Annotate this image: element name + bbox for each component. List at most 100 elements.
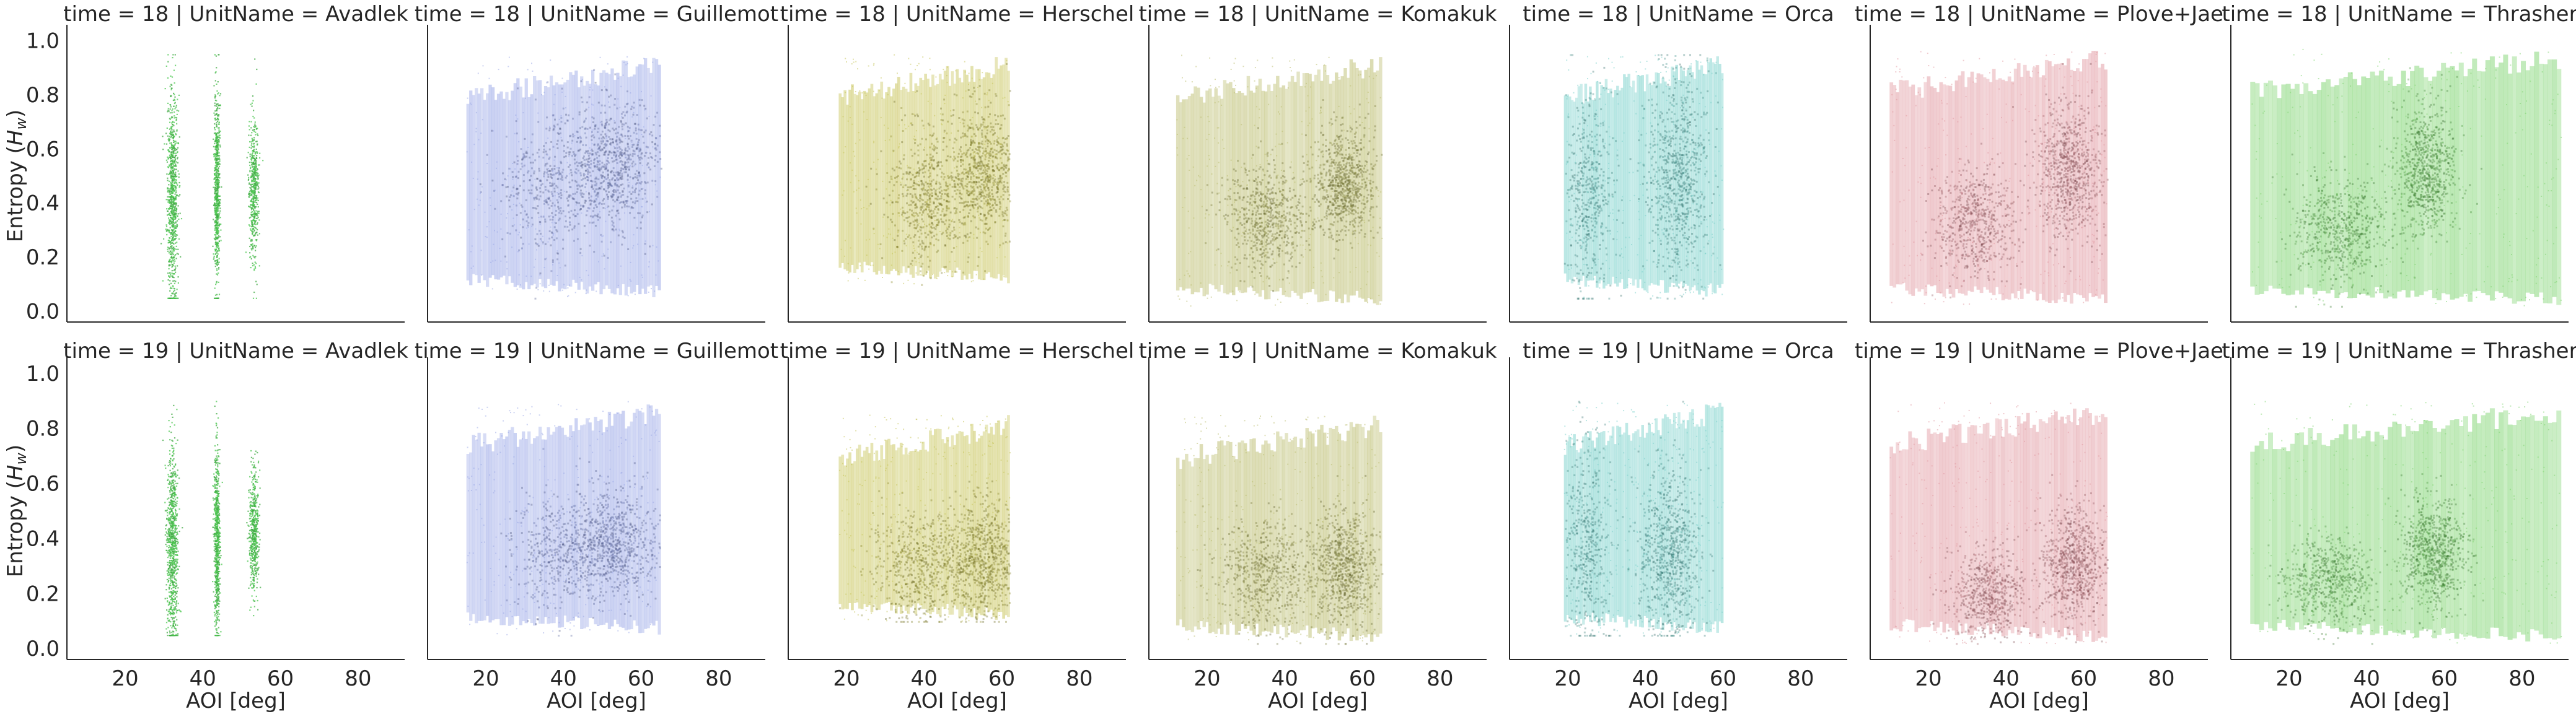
data-point [175, 120, 177, 121]
data-point [616, 184, 618, 186]
y-axis-label: Entropy (Hw) [3, 110, 30, 242]
data-point [933, 168, 936, 170]
data-point [593, 159, 596, 162]
data-point [256, 172, 258, 173]
data-point [617, 234, 620, 237]
data-point [973, 181, 975, 183]
data-point [174, 158, 176, 160]
data-point [636, 170, 638, 172]
data-point [213, 173, 216, 175]
density-strip [496, 94, 501, 280]
data-point [936, 205, 939, 207]
data-point [987, 180, 990, 181]
data-point [581, 192, 584, 194]
data-point [561, 289, 563, 291]
data-point [978, 149, 980, 151]
data-point [957, 175, 959, 177]
data-point [556, 178, 559, 180]
data-point [982, 175, 983, 178]
data-point [568, 151, 570, 154]
data-point [168, 252, 170, 254]
data-point [903, 242, 906, 245]
data-point [172, 144, 174, 146]
data-point [643, 155, 646, 157]
data-point [641, 198, 644, 200]
data-point [996, 186, 999, 189]
data-point [635, 147, 638, 150]
data-point [919, 243, 921, 246]
data-point [250, 194, 253, 196]
data-point [524, 156, 526, 159]
data-point [594, 166, 596, 168]
data-point [251, 153, 253, 155]
data-point [516, 188, 519, 190]
data-point [920, 232, 923, 235]
data-point [586, 128, 589, 130]
data-point [921, 218, 923, 220]
data-point [926, 256, 929, 258]
data-point [935, 182, 938, 185]
data-point [928, 176, 930, 178]
data-point [539, 238, 542, 240]
data-point [175, 212, 177, 214]
data-point [579, 209, 581, 211]
data-point [177, 234, 178, 236]
data-point [895, 166, 898, 168]
data-point [961, 155, 963, 158]
data-point [638, 174, 641, 176]
data-point [984, 154, 987, 157]
data-point [919, 168, 921, 171]
data-point [219, 93, 222, 95]
data-point [217, 139, 219, 141]
data-point [995, 211, 998, 213]
data-point [943, 213, 946, 216]
data-point [176, 226, 178, 228]
data-point [250, 214, 252, 216]
density-strip [958, 77, 962, 270]
data-point [172, 220, 174, 222]
data-point [646, 146, 648, 148]
data-point [918, 236, 921, 238]
data-point [512, 186, 515, 189]
data-point [175, 188, 177, 190]
data-point [170, 128, 173, 129]
data-point [922, 242, 925, 245]
data-point [170, 246, 172, 248]
data-point [596, 192, 599, 194]
data-point [214, 211, 216, 213]
data-point [175, 281, 177, 282]
data-point [548, 196, 550, 199]
data-point [475, 131, 477, 133]
data-point [576, 185, 578, 187]
data-point [172, 285, 174, 287]
data-point [609, 181, 611, 183]
density-strip [895, 83, 898, 271]
density-strip [505, 92, 509, 285]
density-strip [552, 85, 556, 286]
data-point [962, 188, 965, 190]
data-point [172, 212, 175, 214]
data-point [935, 180, 938, 183]
data-point [520, 284, 521, 286]
data-point [173, 269, 175, 271]
data-point [1008, 158, 1011, 160]
data-point [174, 185, 177, 187]
data-point [951, 172, 953, 174]
data-point [953, 229, 956, 231]
data-point [563, 156, 566, 159]
data-point [169, 193, 172, 195]
density-strip [990, 77, 993, 277]
data-point [216, 142, 218, 144]
data-point [480, 133, 482, 134]
data-point [962, 216, 965, 219]
data-point [214, 183, 216, 185]
data-point [984, 180, 987, 183]
data-point [959, 193, 961, 195]
data-point [507, 175, 509, 177]
data-point [870, 167, 873, 170]
data-point [921, 189, 924, 191]
data-point [167, 188, 169, 190]
data-point [931, 148, 934, 150]
data-point [518, 141, 520, 142]
data-point [899, 160, 901, 163]
